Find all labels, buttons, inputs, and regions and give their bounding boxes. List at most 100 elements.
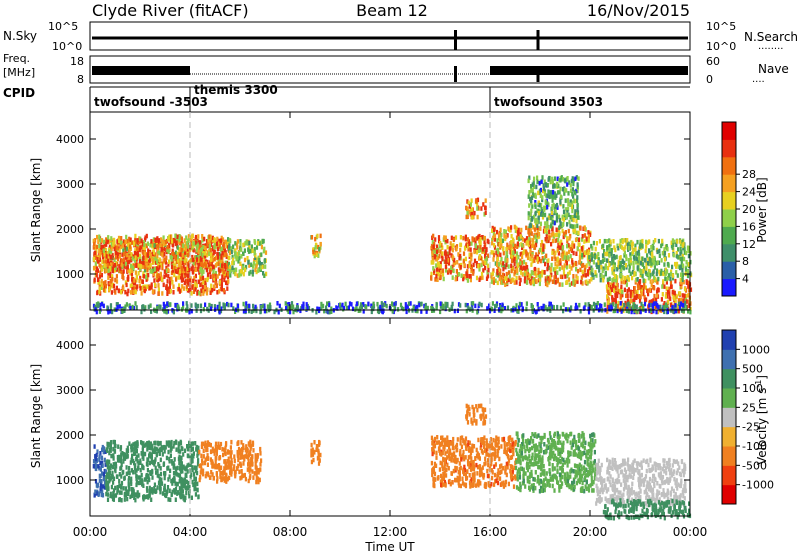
- data-cell: [638, 256, 640, 260]
- data-cell: [367, 302, 369, 307]
- data-cell: [213, 274, 215, 279]
- data-cell: [547, 258, 549, 263]
- data-cell: [579, 259, 581, 264]
- data-cell: [191, 291, 193, 296]
- data-cell: [641, 291, 643, 296]
- data-cell: [174, 234, 176, 239]
- data-cell: [196, 257, 198, 262]
- data-cell: [507, 306, 509, 311]
- data-cell: [129, 244, 131, 249]
- data-cell: [625, 294, 627, 299]
- data-cell: [328, 310, 330, 315]
- data-cell: [136, 493, 138, 498]
- data-cell: [204, 251, 206, 256]
- data-cell: [145, 275, 147, 280]
- data-cell: [203, 307, 205, 312]
- data-cell: [682, 273, 684, 278]
- data-cell: [475, 243, 477, 248]
- data-cell: [238, 256, 240, 261]
- data-cell: [226, 286, 228, 291]
- data-cell: [595, 247, 597, 252]
- data-cell: [264, 259, 266, 264]
- data-cell: [154, 238, 156, 243]
- data-cell: [656, 303, 658, 308]
- data-cell: [468, 264, 470, 269]
- data-cell: [150, 498, 152, 503]
- data-cell: [532, 305, 534, 310]
- data-cell: [169, 474, 171, 479]
- data-cell: [531, 270, 533, 275]
- data-cell: [234, 272, 236, 277]
- data-cell: [116, 490, 118, 495]
- data-cell: [514, 244, 516, 249]
- data-cell: [120, 459, 122, 464]
- data-cell: [104, 263, 106, 268]
- data-cell: [144, 265, 146, 270]
- data-cell: [625, 254, 627, 259]
- data-cell: [138, 263, 140, 268]
- data-cell: [196, 453, 198, 458]
- data-cell: [540, 222, 542, 227]
- data-cell: [161, 448, 163, 453]
- data-cell: [126, 497, 128, 502]
- data-cell: [674, 291, 676, 296]
- data-cell: [146, 267, 148, 272]
- station-title: Clyde River (fitACF): [92, 1, 249, 20]
- data-cell: [164, 472, 166, 477]
- data-cell: [168, 260, 170, 265]
- data-cell: [572, 182, 574, 187]
- data-cell: [236, 466, 238, 471]
- data-cell: [445, 236, 447, 241]
- data-cell: [552, 232, 554, 237]
- data-cell: [155, 489, 157, 494]
- data-cell: [577, 276, 579, 281]
- data-cell: [673, 253, 675, 258]
- data-cell: [311, 235, 313, 240]
- data-cell: [166, 310, 168, 315]
- data-cell: [213, 251, 215, 256]
- data-cell: [131, 458, 133, 463]
- data-cell: [674, 262, 676, 267]
- data-cell: [102, 463, 104, 468]
- data-cell: [471, 198, 473, 203]
- nsky-spike: [537, 30, 540, 50]
- nsky-tick-top: 10^5: [48, 20, 78, 33]
- data-cell: [252, 304, 254, 309]
- data-cell: [546, 221, 548, 226]
- data-cell: [242, 243, 244, 248]
- data-cell: [471, 267, 473, 272]
- data-cell: [201, 458, 203, 463]
- data-cell: [565, 281, 567, 286]
- data-cell: [611, 248, 613, 253]
- data-cell: [503, 233, 505, 238]
- nave-dots: ....: [752, 74, 765, 85]
- data-cell: [138, 279, 140, 284]
- data-cell: [493, 243, 495, 248]
- data-cell: [546, 194, 548, 199]
- data-cell: [158, 291, 160, 296]
- data-cell: [466, 215, 468, 220]
- freq-spike: [454, 66, 457, 82]
- data-cell: [573, 218, 575, 223]
- data-cell: [113, 440, 115, 445]
- data-cell: [160, 243, 162, 248]
- data-cell: [257, 241, 259, 246]
- data-cell: [198, 450, 200, 455]
- data-cell: [470, 247, 472, 252]
- data-cell: [152, 258, 154, 263]
- data-cell: [546, 267, 548, 272]
- data-cell: [320, 302, 322, 307]
- data-cell: [190, 303, 192, 308]
- data-cell: [528, 232, 530, 237]
- data-cell: [126, 253, 128, 258]
- data-cell: [545, 254, 547, 259]
- data-cell: [654, 265, 656, 270]
- data-cell: [117, 455, 119, 460]
- data-cell: [528, 179, 530, 184]
- data-cell: [195, 304, 197, 309]
- data-cell: [225, 452, 227, 457]
- data-cell: [135, 476, 137, 481]
- data-cell: [579, 249, 581, 254]
- data-cell: [485, 211, 487, 216]
- data-cell: [661, 239, 663, 244]
